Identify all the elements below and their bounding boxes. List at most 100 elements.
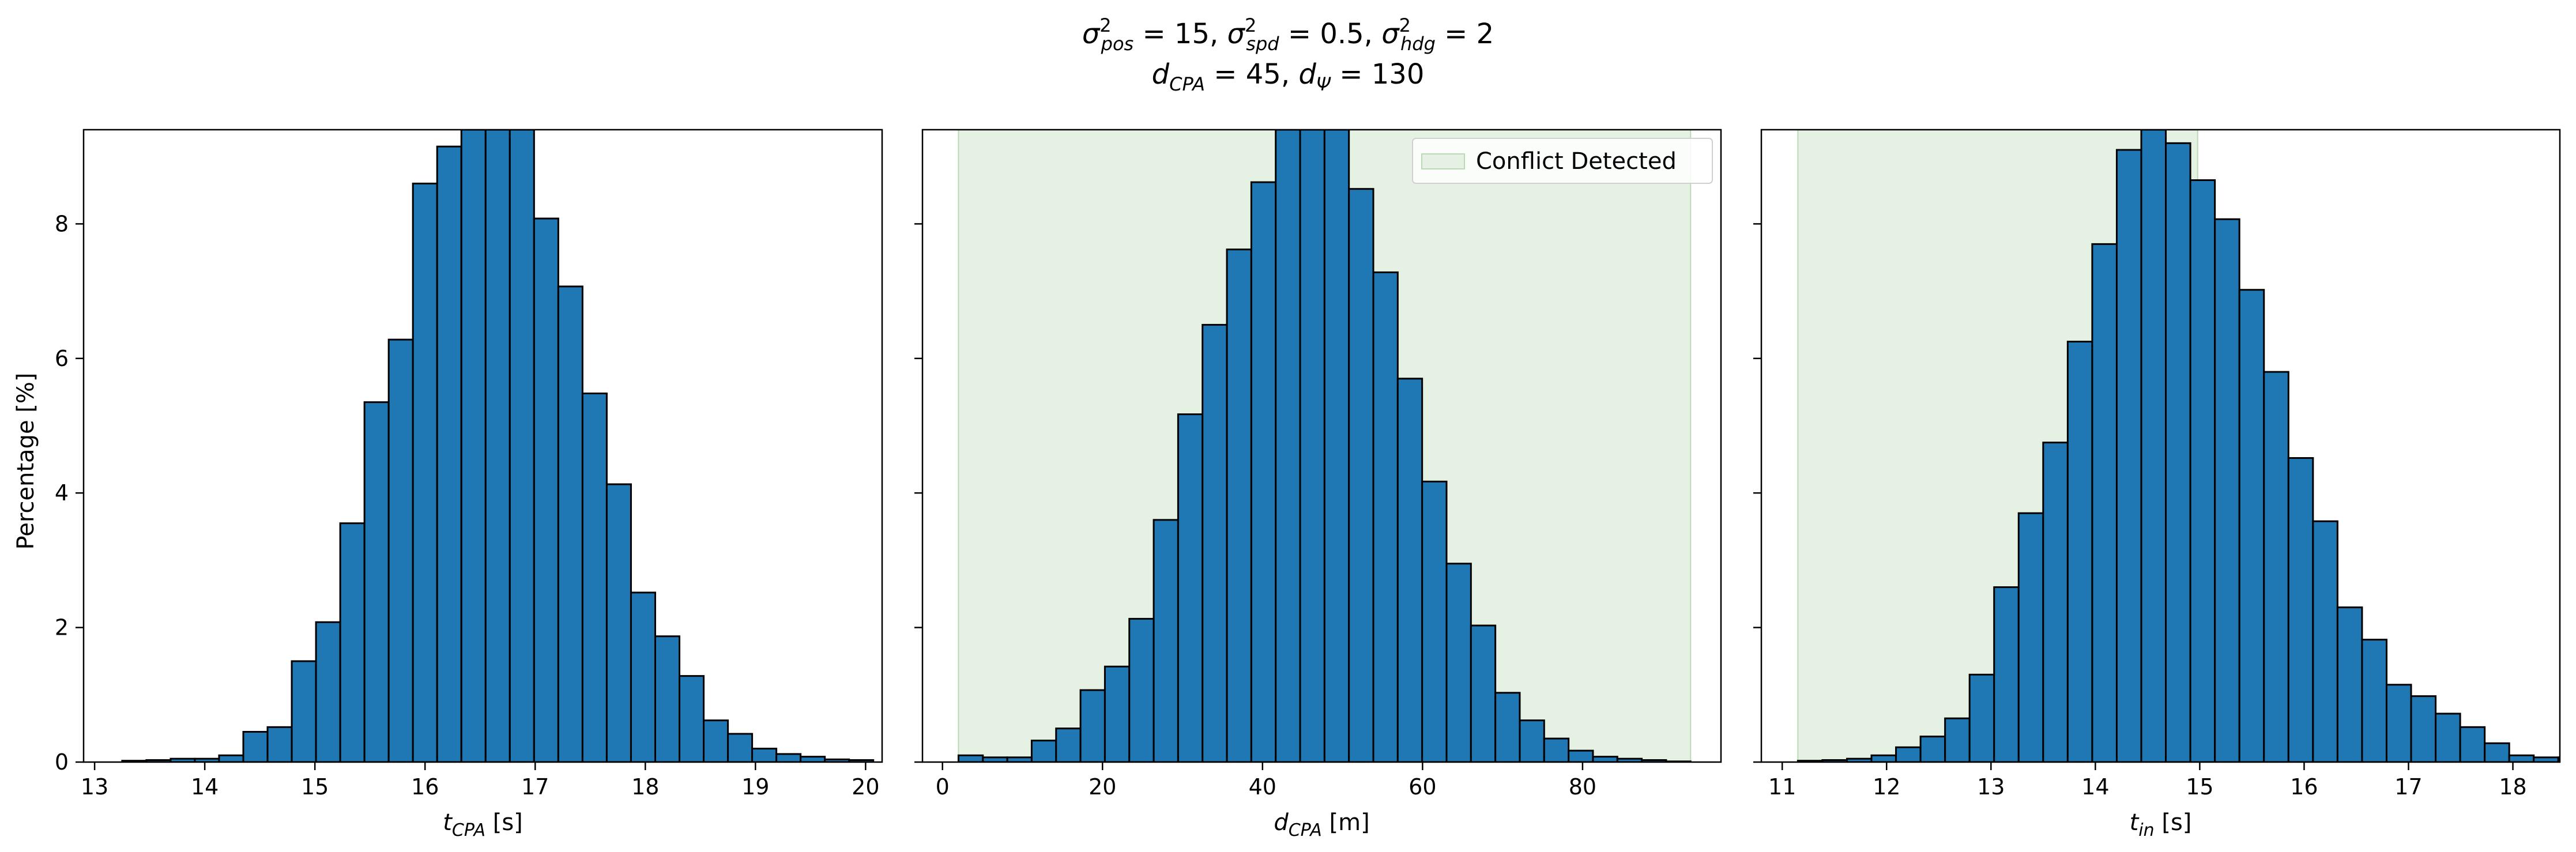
legend-swatch (1421, 153, 1465, 169)
y-tick-label: 8 (55, 211, 69, 236)
histogram-bar (2189, 179, 2216, 762)
histogram-bar (1519, 719, 1545, 762)
histogram-bar (315, 621, 341, 762)
histogram-bar (2238, 289, 2265, 762)
histogram-bar (2017, 512, 2044, 762)
histogram-bars (1797, 130, 2560, 762)
x-axis-label: tCPA [s] (443, 809, 523, 840)
legend-label: Conflict Detected (1476, 148, 1677, 175)
histogram-bar (605, 483, 632, 762)
histogram-bar (1153, 519, 1179, 762)
histogram-bar (1079, 689, 1106, 762)
histogram-bar (2410, 695, 2437, 762)
histogram-bar (218, 754, 244, 762)
histogram-bar (775, 753, 802, 762)
histogram-bar (1299, 130, 1325, 762)
histogram-bar (1592, 756, 1618, 762)
histogram-bar (678, 675, 705, 762)
histogram-bar (436, 145, 462, 762)
histogram-bar (1944, 717, 1971, 762)
histogram-bar (1128, 617, 1155, 762)
histogram-bars (957, 130, 1692, 762)
histogram-bar (1104, 665, 1131, 762)
histogram-bar (654, 635, 680, 762)
histogram-bar (727, 733, 754, 762)
x-tick-label: 12 (1873, 774, 1900, 800)
x-tick-label: 11 (1768, 774, 1796, 800)
histogram-bar (2066, 341, 2093, 762)
histogram-bar (484, 130, 511, 762)
x-tick-label: 13 (1977, 774, 2005, 800)
histogram-bar (2435, 712, 2461, 762)
axes-frame (921, 129, 1722, 763)
histogram-bar (1275, 130, 1301, 762)
histogram-bar (1870, 754, 1897, 762)
histogram-bar (2385, 684, 2412, 762)
histogram-bar (2484, 742, 2510, 762)
x-tick-label: 40 (1249, 774, 1276, 800)
y-tick-label: 2 (55, 615, 69, 640)
x-axis-label: tin [s] (2130, 809, 2192, 840)
x-tick-label: 13 (81, 774, 108, 800)
x-tick-label: 15 (301, 774, 329, 800)
axes-frame (1760, 129, 2561, 763)
histogram-bar (1543, 737, 1570, 762)
histogram-bar (2312, 520, 2338, 762)
x-tick-label: 14 (191, 774, 219, 800)
x-tick-label: 60 (1408, 774, 1436, 800)
histogram-bar (1895, 746, 1922, 762)
histogram-bar (2508, 754, 2535, 762)
y-tick-label: 6 (55, 346, 69, 371)
histogram-bar (1202, 323, 1228, 762)
x-tick-label: 15 (2186, 774, 2213, 800)
histogram-bar (460, 130, 487, 762)
histogram-bar (509, 130, 535, 762)
histogram-bar (1030, 740, 1057, 762)
x-tick-label: 20 (852, 774, 879, 800)
histogram-bar (266, 726, 293, 762)
histogram-bar (2091, 243, 2118, 762)
histogram-bar (1348, 188, 1374, 762)
axes-frame (82, 129, 883, 763)
y-tick-label: 4 (55, 480, 69, 506)
histogram-bar (2140, 130, 2167, 762)
histogram-bar (751, 748, 778, 762)
histogram-bar (630, 591, 656, 762)
histogram-bar (2214, 218, 2240, 762)
subplot-tin: 11 12 13 14 15 16 17 18 tin [s] (1753, 129, 2561, 840)
histogram-bar (1445, 563, 1472, 762)
histogram-bar (2361, 639, 2387, 762)
histogram-bar (2042, 442, 2069, 762)
figure-title-line1: σ2 pos = 15, σ2 spd = 0.5, σ2 hdg = 2 (1082, 14, 1494, 55)
histogram-bar (1372, 271, 1399, 762)
x-tick-label: 0 (936, 774, 950, 800)
histogram-bar (957, 754, 984, 762)
histogram-bar (412, 182, 438, 762)
histogram-bar (581, 392, 608, 762)
histogram-bar (1055, 727, 1082, 762)
histogram-bar (2336, 606, 2363, 762)
x-tick-label: 80 (1569, 774, 1596, 800)
histogram-bar (1421, 480, 1448, 762)
histogram-bar (387, 338, 414, 762)
x-tick-label: 14 (2081, 774, 2109, 800)
histogram-bar (703, 719, 729, 762)
y-axis-label: Percentage [%] (13, 373, 39, 550)
x-tick-label: 19 (741, 774, 769, 800)
histogram-bars (121, 130, 875, 762)
histogram-bar (1919, 736, 1946, 762)
histogram-bar (1494, 692, 1521, 762)
histogram-bar (2557, 756, 2560, 762)
x-tick-label: 16 (2290, 774, 2318, 800)
x-tick-label: 20 (1089, 774, 1116, 800)
x-tick-label: 18 (631, 774, 659, 800)
histogram-bar (533, 217, 559, 762)
legend: Conflict Detected (1412, 138, 1713, 184)
histogram-bar (2263, 371, 2289, 762)
x-tick-label: 16 (411, 774, 439, 800)
histogram-bar (242, 730, 269, 762)
histogram-bar (1226, 248, 1252, 762)
y-tick-label: 0 (55, 749, 69, 775)
histogram-bar (2115, 149, 2142, 762)
